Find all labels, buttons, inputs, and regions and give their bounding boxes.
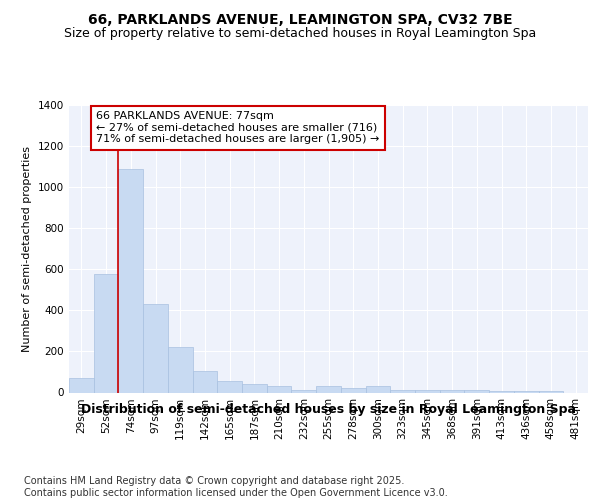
Text: 66 PARKLANDS AVENUE: 77sqm
← 27% of semi-detached houses are smaller (716)
71% o: 66 PARKLANDS AVENUE: 77sqm ← 27% of semi… xyxy=(96,111,380,144)
Text: Size of property relative to semi-detached houses in Royal Leamington Spa: Size of property relative to semi-detach… xyxy=(64,28,536,40)
Bar xyxy=(69,378,94,392)
Text: Contains HM Land Registry data © Crown copyright and database right 2025.
Contai: Contains HM Land Registry data © Crown c… xyxy=(24,476,448,498)
Bar xyxy=(143,304,168,392)
Bar xyxy=(118,168,143,392)
Bar xyxy=(168,348,193,393)
Bar xyxy=(242,384,267,392)
Bar xyxy=(440,390,464,392)
Bar xyxy=(464,390,489,392)
Bar xyxy=(341,388,365,392)
Text: 66, PARKLANDS AVENUE, LEAMINGTON SPA, CV32 7BE: 66, PARKLANDS AVENUE, LEAMINGTON SPA, CV… xyxy=(88,12,512,26)
Bar xyxy=(390,390,415,392)
Bar xyxy=(365,386,390,392)
Bar xyxy=(94,274,118,392)
Bar xyxy=(415,390,440,392)
Bar xyxy=(193,371,217,392)
Bar xyxy=(292,390,316,392)
Bar xyxy=(316,386,341,392)
Y-axis label: Number of semi-detached properties: Number of semi-detached properties xyxy=(22,146,32,352)
Bar xyxy=(267,386,292,392)
Text: Distribution of semi-detached houses by size in Royal Leamington Spa: Distribution of semi-detached houses by … xyxy=(82,402,576,415)
Bar xyxy=(217,381,242,392)
